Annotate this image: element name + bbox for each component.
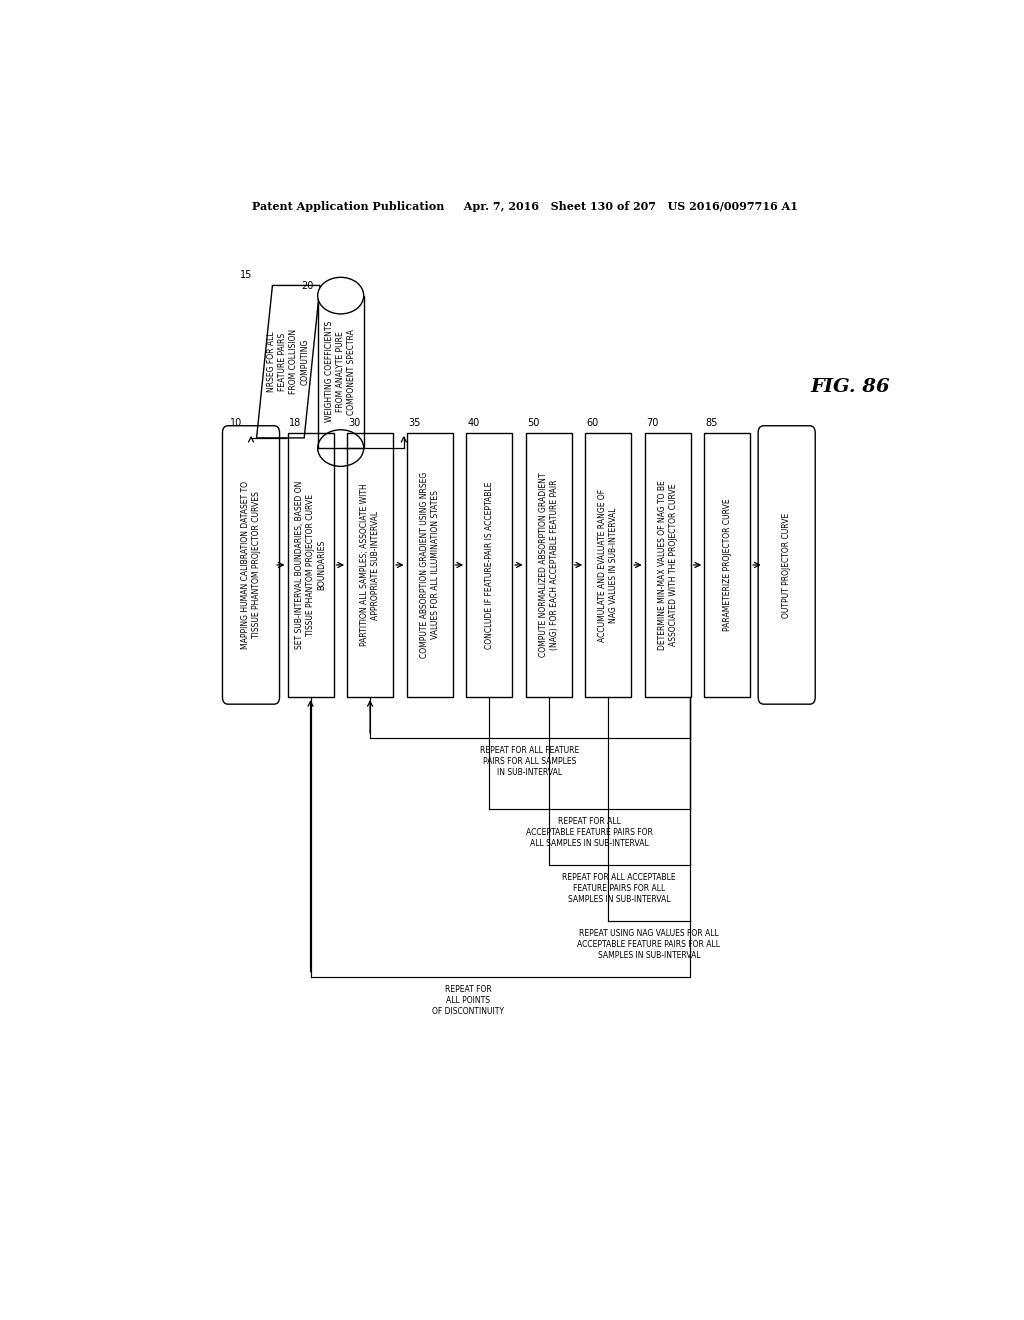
- Text: REPEAT FOR
ALL POINTS
OF DISCONTINUITY: REPEAT FOR ALL POINTS OF DISCONTINUITY: [432, 985, 505, 1016]
- Text: 35: 35: [409, 417, 421, 428]
- Text: COMPUTE NORMALIZED ABSORPTION GRADIENT
(NAG) FOR EACH ACCEPTABLE FEATURE PAIR: COMPUTE NORMALIZED ABSORPTION GRADIENT (…: [539, 473, 559, 657]
- Text: 85: 85: [706, 417, 718, 428]
- Text: 30: 30: [348, 417, 360, 428]
- Text: SET SUB-INTERVAL BOUNDARIES, BASED ON
TISSUE PHANTOM PROJECTOR CURVE
BOUNDARIES: SET SUB-INTERVAL BOUNDARIES, BASED ON TI…: [295, 480, 326, 649]
- Bar: [317, 296, 364, 447]
- Text: 60: 60: [587, 417, 599, 428]
- Bar: [407, 433, 453, 697]
- Bar: [585, 433, 631, 697]
- Text: CONCLUDE IF FEATURE-PAIR IS ACCEPTABLE: CONCLUDE IF FEATURE-PAIR IS ACCEPTABLE: [484, 482, 494, 648]
- Text: REPEAT FOR ALL
ACCEPTABLE FEATURE PAIRS FOR
ALL SAMPLES IN SUB-INTERVAL: REPEAT FOR ALL ACCEPTABLE FEATURE PAIRS …: [526, 817, 653, 849]
- Text: DETERMINE MIN-MAX VALUES OF NAG TO BE
ASSOCIATED WITH THE PROJECTOR CURVE: DETERMINE MIN-MAX VALUES OF NAG TO BE AS…: [657, 480, 678, 649]
- Text: WEIGHTING COEFFICIENTS
FROM ANALYTE PURE
COMPONENT SPECTRA: WEIGHTING COEFFICIENTS FROM ANALYTE PURE…: [325, 321, 356, 422]
- Text: ACCUMULATE AND EVALUATE RANGE OF
NAG VALUES IN SUB-INTERVAL: ACCUMULATE AND EVALUATE RANGE OF NAG VAL…: [598, 488, 618, 642]
- Bar: [525, 433, 571, 697]
- Bar: [705, 433, 751, 697]
- Text: 40: 40: [468, 417, 480, 428]
- Text: 15: 15: [241, 271, 253, 280]
- Text: NRSEG FOR ALL
FEATURE PAIRS
FROM COLLISION
COMPUTING: NRSEG FOR ALL FEATURE PAIRS FROM COLLISI…: [267, 329, 309, 395]
- Text: PARTITION ALL SAMPLES; ASSOCIATE WITH
APPROPRIATE SUB-INTERVAL: PARTITION ALL SAMPLES; ASSOCIATE WITH AP…: [360, 483, 380, 647]
- Text: FIG. 86: FIG. 86: [810, 378, 890, 396]
- Text: 20: 20: [301, 281, 313, 290]
- Text: REPEAT FOR ALL FEATURE
PAIRS FOR ALL SAMPLES
IN SUB-INTERVAL: REPEAT FOR ALL FEATURE PAIRS FOR ALL SAM…: [480, 746, 580, 777]
- Text: Patent Application Publication     Apr. 7, 2016   Sheet 130 of 207   US 2016/009: Patent Application Publication Apr. 7, 2…: [252, 201, 798, 211]
- Text: OUTPUT PROJECTOR CURVE: OUTPUT PROJECTOR CURVE: [782, 512, 792, 618]
- Text: REPEAT FOR ALL ACCEPTABLE
FEATURE PAIRS FOR ALL
SAMPLES IN SUB-INTERVAL: REPEAT FOR ALL ACCEPTABLE FEATURE PAIRS …: [562, 873, 676, 904]
- Bar: [466, 433, 512, 697]
- Text: 70: 70: [646, 417, 658, 428]
- Ellipse shape: [317, 277, 364, 314]
- Text: 18: 18: [289, 417, 301, 428]
- Bar: [347, 433, 393, 697]
- Bar: [288, 433, 334, 697]
- Text: MAPPING HUMAN CALIBRATION DATASET TO
TISSUE PHANTOM PROJECTOR CURVES: MAPPING HUMAN CALIBRATION DATASET TO TIS…: [241, 480, 261, 649]
- Bar: [645, 433, 690, 697]
- Text: PARAMETERIZE PROJECTOR CURVE: PARAMETERIZE PROJECTOR CURVE: [723, 499, 732, 631]
- Text: COMPUTE ABSORPTION GRADIENT USING NRSEG
VALUES FOR ALL ILLUMINATION STATES: COMPUTE ABSORPTION GRADIENT USING NRSEG …: [420, 471, 439, 659]
- Text: 10: 10: [229, 417, 242, 428]
- Text: REPEAT USING NAG VALUES FOR ALL
ACCEPTABLE FEATURE PAIRS FOR ALL
SAMPLES IN SUB-: REPEAT USING NAG VALUES FOR ALL ACCEPTAB…: [578, 929, 721, 960]
- Text: 50: 50: [527, 417, 540, 428]
